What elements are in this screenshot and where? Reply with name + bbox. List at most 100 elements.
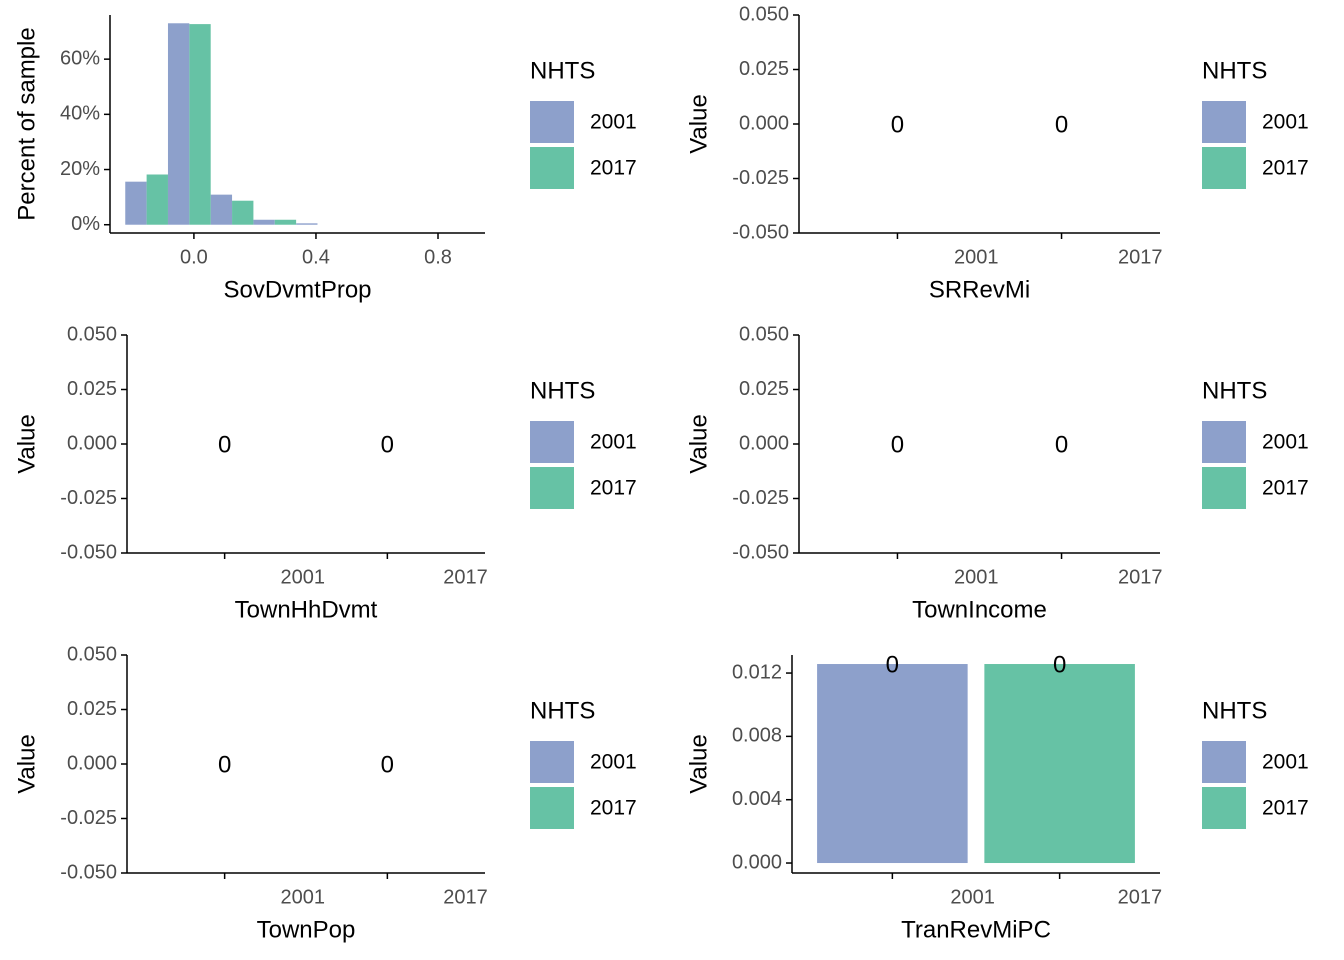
legend-key xyxy=(530,741,574,783)
y-tick-label: 0.000 xyxy=(739,432,789,454)
data-label: 0 xyxy=(891,111,904,138)
x-tick-label: 0.0 xyxy=(180,246,208,268)
legend-title: NHTS xyxy=(1202,377,1267,404)
legend-key xyxy=(530,421,574,463)
x-tick-label: 2001 xyxy=(280,886,325,908)
y-tick-label: 0% xyxy=(71,213,100,235)
legend-label: 2017 xyxy=(1262,157,1309,180)
x-axis-title: TranRevMiPC xyxy=(901,916,1051,943)
legend-key xyxy=(1202,147,1246,189)
data-label: 0 xyxy=(1055,111,1068,138)
x-tick-label: 2017 xyxy=(1118,566,1163,588)
legend-label: 2001 xyxy=(1262,431,1309,454)
bar xyxy=(232,200,254,225)
y-tick-label: -0.050 xyxy=(732,541,789,563)
y-tick-label: 0.000 xyxy=(739,112,789,134)
legend-label: 2017 xyxy=(1262,477,1309,500)
x-tick-label: 2017 xyxy=(1118,246,1163,268)
y-tick-label: -0.050 xyxy=(60,861,117,883)
x-tick-label: 0.8 xyxy=(424,246,452,268)
y-axis-title: Percent of sample xyxy=(13,27,40,220)
legend-title: NHTS xyxy=(530,697,595,724)
panel: -0.050 -0.025 0.000 0.025 0.050 2001 0 2017 0 Tow… xyxy=(685,323,1308,623)
y-tick-label: -0.025 xyxy=(60,487,117,509)
legend-label: 2017 xyxy=(1262,797,1309,820)
y-tick-label: 0.050 xyxy=(739,3,789,25)
bar xyxy=(189,24,211,225)
x-tick-label: 2001 xyxy=(954,246,999,268)
legend-label: 2017 xyxy=(590,797,637,820)
legend-title: NHTS xyxy=(530,57,595,84)
y-tick-label: 40% xyxy=(60,103,100,125)
y-tick-label: 0.025 xyxy=(67,698,117,720)
y-axis-title: Value xyxy=(13,414,40,474)
y-tick-label: -0.025 xyxy=(60,807,117,829)
panel: -0.050 -0.025 0.000 0.025 0.050 2001 0 2017 0 Tow… xyxy=(13,323,636,623)
bar xyxy=(146,174,168,225)
y-tick-label: -0.050 xyxy=(60,541,117,563)
bar xyxy=(817,664,968,864)
panel: 0.000 0.004 0.008 0.012 2001 0 2017 0 TranRevMiP… xyxy=(685,651,1308,943)
y-axis-title: Value xyxy=(685,94,712,154)
panel: -0.050 -0.025 0.000 0.025 0.050 2001 0 2017 0 Tow… xyxy=(13,643,636,943)
legend-label: 2001 xyxy=(1262,751,1309,774)
bar xyxy=(274,219,297,225)
data-label: 0 xyxy=(381,431,394,458)
data-label: 0 xyxy=(381,751,394,778)
y-tick-label: 60% xyxy=(60,47,100,69)
legend-title: NHTS xyxy=(1202,697,1267,724)
data-label: 0 xyxy=(1055,431,1068,458)
y-axis-title: Value xyxy=(13,734,40,794)
y-tick-label: 0.025 xyxy=(739,378,789,400)
x-axis-title: TownIncome xyxy=(912,596,1047,623)
legend-key xyxy=(530,787,574,829)
bar xyxy=(210,194,233,225)
bar xyxy=(296,223,318,225)
y-tick-label: 0.025 xyxy=(67,378,117,400)
legend-key xyxy=(530,147,574,189)
y-tick-label: 0.004 xyxy=(732,788,782,810)
y-axis-title: Value xyxy=(685,734,712,794)
x-tick-label: 2001 xyxy=(950,886,995,908)
data-label: 0 xyxy=(891,431,904,458)
y-tick-label: -0.025 xyxy=(732,487,789,509)
y-tick-label: 0.000 xyxy=(67,432,117,454)
x-axis-title: TownHhDvmt xyxy=(235,596,378,623)
x-tick-label: 2017 xyxy=(1118,886,1163,908)
legend-key xyxy=(1202,787,1246,829)
legend-title: NHTS xyxy=(530,377,595,404)
y-tick-label: 0.050 xyxy=(739,323,789,345)
y-tick-label: -0.025 xyxy=(732,167,789,189)
x-axis-title: TownPop xyxy=(257,916,356,943)
y-tick-label: 0.000 xyxy=(67,752,117,774)
y-tick-label: 0.050 xyxy=(67,643,117,665)
x-tick-label: 2017 xyxy=(443,886,488,908)
legend-label: 2017 xyxy=(590,157,637,180)
data-label: 0 xyxy=(218,751,231,778)
legend-key xyxy=(1202,101,1246,143)
y-axis-title: Value xyxy=(685,414,712,474)
legend-label: 2001 xyxy=(590,111,637,134)
data-label: 0 xyxy=(218,431,231,458)
bar xyxy=(984,664,1135,864)
legend-label: 2001 xyxy=(1262,111,1309,134)
legend-key xyxy=(530,467,574,509)
x-axis-title: SovDvmtProp xyxy=(223,276,371,303)
x-tick-label: 0.4 xyxy=(302,246,330,268)
y-tick-label: 0.000 xyxy=(732,851,782,873)
bar xyxy=(253,219,275,225)
y-tick-label: 0.050 xyxy=(67,323,117,345)
y-tick-label: 0.025 xyxy=(739,58,789,80)
legend-key xyxy=(1202,421,1246,463)
x-tick-label: 2017 xyxy=(443,566,488,588)
legend-label: 2017 xyxy=(590,477,637,500)
bar xyxy=(125,181,147,225)
x-tick-label: 2001 xyxy=(280,566,325,588)
y-tick-label: 20% xyxy=(60,158,100,180)
bar xyxy=(167,23,190,225)
y-tick-label: 0.008 xyxy=(732,725,782,747)
y-tick-label: -0.050 xyxy=(732,221,789,243)
data-label: 0 xyxy=(1053,651,1066,678)
legend-key xyxy=(1202,467,1246,509)
